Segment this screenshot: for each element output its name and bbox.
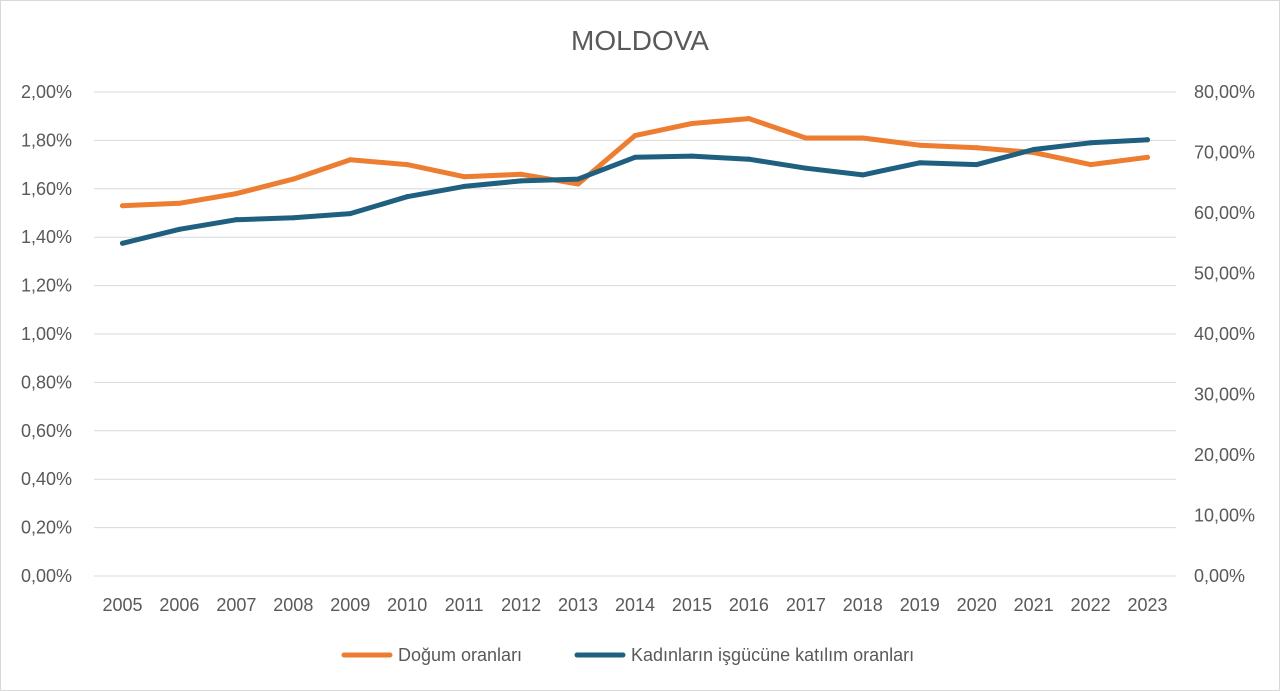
data-point: [803, 135, 809, 141]
data-point: [518, 178, 524, 184]
series-points-1: [119, 116, 1151, 209]
x-tick-label: 2006: [159, 595, 199, 615]
right-tick-label: 20,00%: [1194, 445, 1255, 465]
x-tick-label: 2016: [729, 595, 769, 615]
x-tick-label: 2023: [1128, 595, 1168, 615]
gridlines: [94, 91, 1176, 577]
x-tick-label: 2018: [843, 595, 883, 615]
right-tick-label: 40,00%: [1194, 324, 1255, 344]
data-point: [917, 142, 923, 148]
right-tick-label: 10,00%: [1194, 506, 1255, 526]
data-point: [404, 162, 410, 168]
right-tick-label: 0,00%: [1194, 566, 1245, 586]
data-point: [176, 200, 182, 206]
data-point: [1145, 137, 1151, 143]
data-point: [119, 203, 125, 209]
x-tick-label: 2008: [273, 595, 313, 615]
left-tick-label: 1,40%: [21, 227, 72, 247]
data-point: [233, 217, 239, 223]
x-tick-label: 2012: [501, 595, 541, 615]
data-point: [518, 171, 524, 177]
data-point: [347, 211, 353, 217]
data-point: [974, 145, 980, 151]
x-tick-label: 2010: [387, 595, 427, 615]
data-point: [290, 176, 296, 182]
data-point: [347, 157, 353, 163]
data-point: [1088, 140, 1094, 146]
x-tick-label: 2011: [445, 595, 484, 615]
x-tick-label: 2020: [957, 595, 997, 615]
data-point: [1088, 162, 1094, 168]
right-tick-label: 60,00%: [1194, 203, 1255, 223]
data-point: [1031, 146, 1037, 152]
data-point: [290, 215, 296, 221]
left-axis: 0,00% 0,20% 0,40% 0,60% 0,80% 1,00% 1,20% 1,40%…: [21, 82, 72, 586]
data-point: [233, 191, 239, 197]
right-tick-label: 80,00%: [1194, 82, 1255, 102]
data-point: [974, 162, 980, 168]
x-tick-label: 2019: [900, 595, 940, 615]
data-point: [575, 176, 581, 182]
chart-title: MOLDOVA: [571, 25, 709, 56]
data-point: [461, 183, 467, 189]
x-tick-label: 2014: [615, 595, 655, 615]
x-tick-label: 2007: [216, 595, 256, 615]
x-axis: 2005 2006 2007 2008 2009 2010 2011 2012 2013 2014…: [102, 595, 1167, 615]
data-point: [803, 165, 809, 171]
x-tick-label: 2005: [102, 595, 142, 615]
legend-label: Doğum oranları: [398, 645, 522, 665]
x-tick-label: 2017: [786, 595, 826, 615]
data-point: [917, 160, 923, 166]
data-point: [689, 120, 695, 126]
data-point: [119, 240, 125, 246]
left-tick-label: 1,60%: [21, 179, 72, 199]
right-axis: 0,00% 10,00% 20,00% 30,00% 40,00% 50,00% 60,00…: [1194, 82, 1255, 586]
x-tick-label: 2013: [558, 595, 598, 615]
x-tick-label: 2021: [1014, 595, 1054, 615]
right-tick-label: 30,00%: [1194, 385, 1255, 405]
data-point: [461, 174, 467, 180]
right-tick-label: 70,00%: [1194, 143, 1255, 163]
data-point: [689, 153, 695, 159]
right-tick-label: 50,00%: [1194, 264, 1255, 284]
data-point: [404, 194, 410, 200]
left-tick-label: 1,00%: [21, 324, 72, 344]
left-tick-label: 0,00%: [21, 566, 72, 586]
left-tick-label: 0,20%: [21, 518, 72, 538]
left-tick-label: 0,80%: [21, 372, 72, 392]
left-tick-label: 1,20%: [21, 276, 72, 296]
legend: Doğum oranları Kadınların işgücüne katılı…: [341, 645, 914, 665]
legend-label: Kadınların işgücüne katılım oranları: [631, 645, 914, 665]
data-point: [860, 135, 866, 141]
left-tick-label: 1,80%: [21, 130, 72, 150]
data-point: [575, 181, 581, 187]
left-tick-label: 2,00%: [21, 82, 72, 102]
data-point: [176, 226, 182, 232]
data-point: [632, 154, 638, 160]
left-tick-label: 0,60%: [21, 421, 72, 441]
data-point: [1145, 154, 1151, 160]
x-tick-label: 2015: [672, 595, 712, 615]
x-tick-label: 2022: [1071, 595, 1111, 615]
series-layer: [119, 116, 1151, 246]
x-tick-label: 2009: [330, 595, 370, 615]
left-tick-label: 0,40%: [21, 469, 72, 489]
data-point: [746, 156, 752, 162]
data-point: [860, 172, 866, 178]
data-point: [632, 133, 638, 139]
data-point: [746, 116, 752, 122]
series-points-2: [119, 137, 1151, 246]
